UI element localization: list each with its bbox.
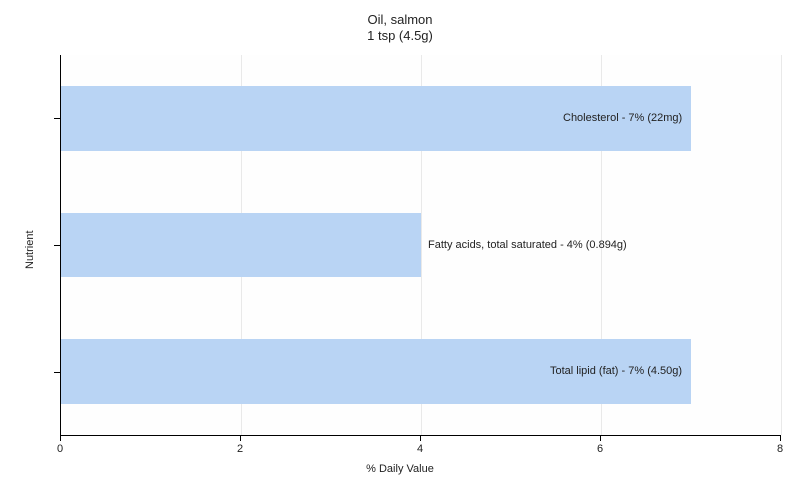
x-tick-label: 6 [597, 443, 603, 455]
y-tick [54, 372, 60, 373]
bar [61, 213, 421, 278]
nutrient-bar-chart: Oil, salmon 1 tsp (4.5g) Nutrient % Dail… [0, 0, 800, 500]
bar-label: Total lipid (fat) - 7% (4.50g) [550, 365, 682, 377]
bar-label: Cholesterol - 7% (22mg) [563, 112, 682, 124]
x-tick-label: 4 [417, 443, 423, 455]
x-tick-label: 8 [777, 443, 783, 455]
chart-title-line2: 1 tsp (4.5g) [0, 28, 800, 43]
bar-label: Fatty acids, total saturated - 4% (0.894… [428, 239, 627, 251]
x-tick [600, 435, 601, 441]
x-tick-label: 0 [57, 443, 63, 455]
x-axis-title: % Daily Value [0, 463, 800, 475]
chart-title-line1: Oil, salmon [0, 12, 800, 27]
x-tick-label: 2 [237, 443, 243, 455]
x-tick [240, 435, 241, 441]
x-tick [60, 435, 61, 441]
x-tick [780, 435, 781, 441]
y-axis-title: Nutrient [24, 230, 36, 269]
grid-line [781, 55, 782, 435]
x-tick [420, 435, 421, 441]
y-tick [54, 245, 60, 246]
y-tick [54, 118, 60, 119]
